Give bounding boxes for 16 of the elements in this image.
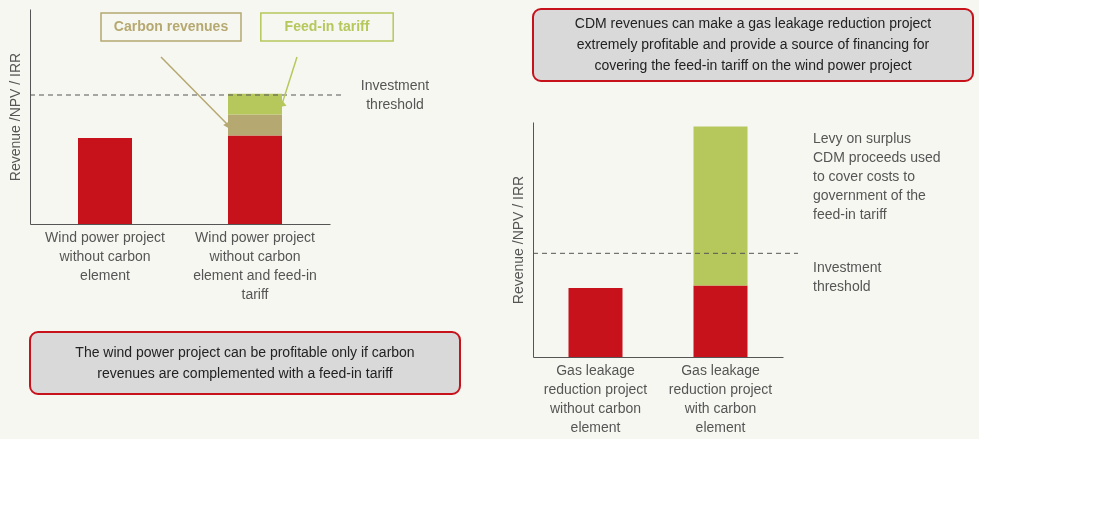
text: Carbon revenues: [113, 18, 229, 34]
y-axis-title: Revenue /NPV / IRR: [6, 52, 23, 182]
x-tick-label: Gas leakage reduction project with carbon element: [668, 361, 773, 435]
text: CDM revenues can make a gas leakage reduction project extremely profitable and provide a source of financing for covering the feed-in tariff on the wind power project: [574, 15, 932, 73]
ref-line-label: Investment threshold: [360, 77, 430, 112]
bar: [228, 135, 282, 224]
ref-line-label: Investment threshold: [813, 259, 882, 295]
y-axis-title: Revenue /NPV / IRR: [509, 175, 526, 305]
text: Levy on surplus CDM proceeds used to cover costs to government of the feed-in tariff: [813, 130, 941, 222]
bar: [228, 114, 282, 136]
x-tick-label: Wind power project without carbon element and feed-in tariff: [193, 228, 317, 302]
text: The wind power project can be profitable only if carbon revenues are complemented with a feed-in tariff: [75, 343, 415, 381]
bar: [78, 138, 132, 224]
x-tick-label: Gas leakage reduction project without carbon element: [543, 361, 648, 435]
x-tick-label: Wind power project without carbon element: [45, 228, 166, 283]
text: Feed-in tariff: [284, 18, 370, 34]
